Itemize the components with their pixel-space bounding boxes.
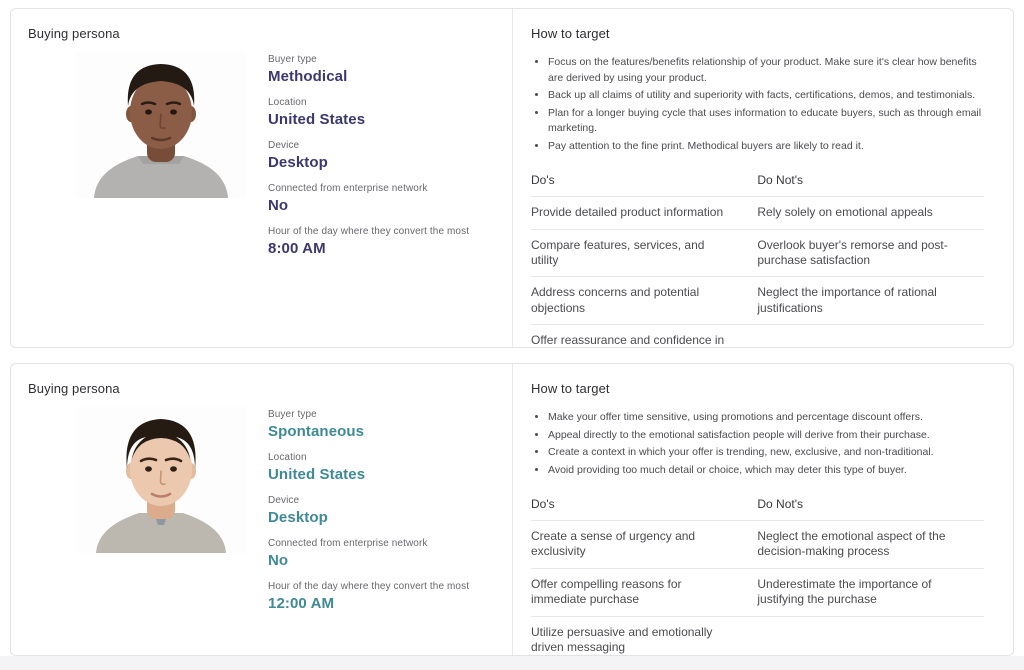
field-value: Spontaneous bbox=[268, 423, 365, 440]
donts-header: Do Not's bbox=[757, 173, 804, 188]
card-title: Buying persona bbox=[28, 26, 120, 41]
field-location: Location United States bbox=[268, 97, 469, 128]
table-row: Provide detailed product information Rel… bbox=[531, 197, 984, 230]
field-value: No bbox=[268, 197, 289, 214]
donts-cell bbox=[757, 616, 983, 655]
persona-fields: Buyer type Spontaneous Location United S… bbox=[268, 407, 469, 624]
field-label: Location bbox=[268, 97, 307, 108]
table-row: Offer compelling reasons for immediate p… bbox=[531, 568, 984, 617]
table-header-row: Do's Do Not's bbox=[531, 488, 984, 521]
field-label: Device bbox=[268, 140, 300, 151]
tip-item: Pay attention to the fine print. Methodi… bbox=[548, 139, 993, 155]
tip-item: Focus on the features/benefits relations… bbox=[548, 55, 993, 86]
card-title: Buying persona bbox=[28, 381, 120, 396]
field-label: Hour of the day where they convert the m… bbox=[268, 581, 470, 592]
dos-cell: Offer compelling reasons for immediate p… bbox=[531, 576, 682, 607]
field-conversion-hour: Hour of the day where they convert the m… bbox=[268, 581, 469, 612]
persona-fields: Buyer type Methodical Location United St… bbox=[268, 52, 469, 269]
tip-item: Create a context in which your offer is … bbox=[548, 445, 993, 461]
dos-cell: Offer reassurance and confidence in deci… bbox=[531, 332, 725, 347]
donts-header: Do Not's bbox=[757, 497, 804, 512]
field-label: Device bbox=[268, 495, 300, 506]
field-label: Connected from enterprise network bbox=[268, 183, 428, 194]
page-footer-strip bbox=[0, 656, 1024, 670]
dos-header: Do's bbox=[531, 173, 555, 188]
donts-cell: Neglect the emotional aspect of the deci… bbox=[757, 529, 946, 559]
field-value: 12:00 AM bbox=[268, 595, 335, 612]
targeting-tips-list: Focus on the features/benefits relations… bbox=[531, 55, 993, 154]
personas-page: Buying persona bbox=[0, 0, 1024, 656]
dos-header: Do's bbox=[531, 497, 555, 512]
persona-photo bbox=[76, 52, 246, 198]
dos-donts-table: Do's Do Not's Provide detailed product i… bbox=[531, 164, 984, 347]
donts-cell: Overlook buyer's remorse and post-purcha… bbox=[757, 237, 948, 267]
field-device: Device Desktop bbox=[268, 140, 469, 171]
dos-donts-table: Do's Do Not's Create a sense of urgency … bbox=[531, 488, 984, 655]
table-row: Offer reassurance and confidence in deci… bbox=[531, 324, 984, 347]
how-to-target-title: How to target bbox=[531, 381, 610, 396]
table-header-row: Do's Do Not's bbox=[531, 164, 984, 197]
portrait-person-illustration bbox=[76, 407, 246, 553]
dos-cell: Utilize persuasive and emotionally drive… bbox=[531, 624, 713, 654]
field-label: Hour of the day where they convert the m… bbox=[268, 226, 470, 237]
field-label: Buyer type bbox=[268, 54, 317, 65]
table-row: Create a sense of urgency and exclusivit… bbox=[531, 521, 984, 569]
field-value: Desktop bbox=[268, 509, 328, 526]
persona-body: Buyer type Methodical Location United St… bbox=[28, 52, 512, 269]
field-value: United States bbox=[268, 111, 366, 128]
tip-item: Back up all claims of utility and superi… bbox=[548, 88, 993, 104]
field-buyer-type: Buyer type Methodical bbox=[268, 54, 469, 85]
tip-item: Appeal directly to the emotional satisfa… bbox=[548, 428, 993, 444]
field-label: Connected from enterprise network bbox=[268, 538, 428, 549]
how-to-target-pane: How to target Make your offer time sensi… bbox=[512, 364, 1013, 655]
table-row: Compare features, services, and utility … bbox=[531, 229, 984, 277]
persona-details-pane: Buying persona bbox=[11, 9, 512, 347]
persona-card-methodical: Buying persona bbox=[10, 8, 1014, 348]
field-value: Desktop bbox=[268, 154, 328, 171]
tip-item: Make your offer time sensitive, using pr… bbox=[548, 410, 993, 426]
dos-cell: Address concerns and potential objection… bbox=[531, 285, 700, 315]
persona-body: Buyer type Spontaneous Location United S… bbox=[28, 407, 512, 624]
donts-cell: Underestimate the importance of justifyi… bbox=[757, 576, 932, 607]
field-device: Device Desktop bbox=[268, 495, 469, 526]
persona-details-pane: Buying persona bbox=[11, 364, 512, 655]
field-enterprise-network: Connected from enterprise network No bbox=[268, 538, 469, 569]
tip-item: Avoid providing too much detail or choic… bbox=[548, 463, 993, 479]
dos-cell: Provide detailed product information bbox=[531, 205, 724, 220]
dos-cell: Create a sense of urgency and exclusivit… bbox=[531, 529, 696, 559]
dos-cell: Compare features, services, and utility bbox=[531, 237, 705, 267]
donts-cell bbox=[757, 324, 983, 347]
tip-item: Plan for a longer buying cycle that uses… bbox=[548, 106, 993, 137]
field-label: Location bbox=[268, 452, 307, 463]
field-buyer-type: Buyer type Spontaneous bbox=[268, 409, 469, 440]
targeting-tips-list: Make your offer time sensitive, using pr… bbox=[531, 410, 993, 478]
field-enterprise-network: Connected from enterprise network No bbox=[268, 183, 469, 214]
field-location: Location United States bbox=[268, 452, 469, 483]
field-value: United States bbox=[268, 466, 366, 483]
table-row: Address concerns and potential objection… bbox=[531, 277, 984, 325]
field-label: Buyer type bbox=[268, 409, 317, 420]
donts-cell: Neglect the importance of rational justi… bbox=[757, 285, 937, 315]
field-value: Methodical bbox=[268, 68, 348, 85]
persona-photo bbox=[76, 407, 246, 553]
persona-card-spontaneous: Buying persona bbox=[10, 363, 1014, 656]
how-to-target-title: How to target bbox=[531, 26, 610, 41]
donts-cell: Rely solely on emotional appeals bbox=[757, 205, 933, 220]
portrait-man-illustration bbox=[76, 52, 246, 198]
field-value: No bbox=[268, 552, 289, 569]
how-to-target-pane: How to target Focus on the features/bene… bbox=[512, 9, 1013, 347]
table-row: Utilize persuasive and emotionally drive… bbox=[531, 616, 984, 655]
field-value: 8:00 AM bbox=[268, 240, 326, 257]
field-conversion-hour: Hour of the day where they convert the m… bbox=[268, 226, 469, 257]
